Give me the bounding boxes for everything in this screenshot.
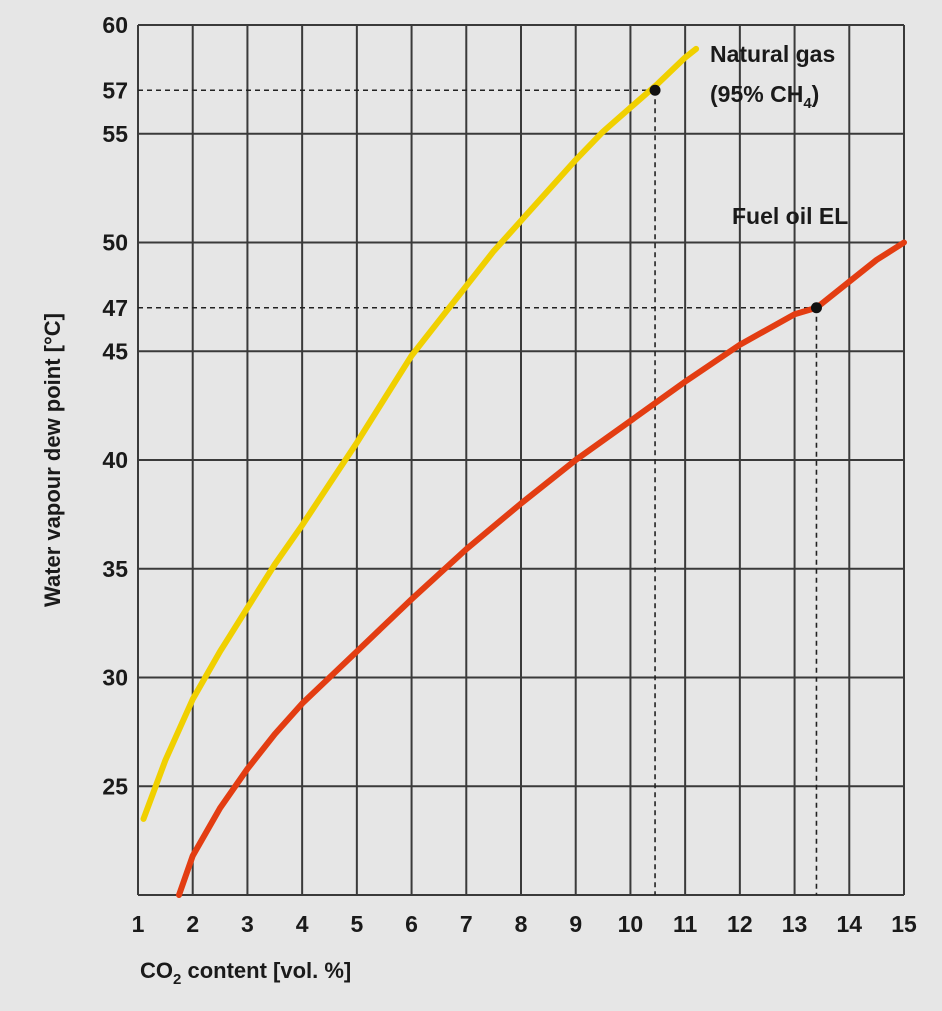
y-tick-label: 25	[102, 773, 128, 799]
x-tick-labels: 1 2 3 4 5 6 7 8 9 10 11 12 13 14 15	[132, 911, 917, 937]
data-point-marker	[649, 84, 661, 96]
x-tick-label: 6	[405, 911, 418, 937]
x-tick-label: 8	[515, 911, 528, 937]
x-tick-label: 2	[186, 911, 199, 937]
x-tick-label: 14	[836, 911, 862, 937]
x-tick-label: 4	[296, 911, 309, 937]
x-tick-label: 12	[727, 911, 753, 937]
guide-lines	[138, 89, 818, 895]
y-tick-label: 40	[102, 447, 128, 473]
y-tick-label: 57	[102, 77, 128, 103]
x-axis-label: CO2 content [vol. %]	[140, 958, 351, 988]
markers	[649, 84, 822, 314]
y-tick-label: 35	[102, 556, 128, 582]
y-tick-label: 30	[102, 665, 128, 691]
series-line	[140, 45, 700, 822]
labels: CO2 content [vol. %] Water vapour dew poi…	[40, 41, 848, 988]
x-tick-label: 9	[569, 911, 582, 937]
x-tick-label: 13	[782, 911, 808, 937]
x-tick-label: 3	[241, 911, 254, 937]
y-tick-label: 50	[102, 230, 128, 256]
series-label-fuel-oil: Fuel oil EL	[732, 203, 848, 229]
y-tick-label: 60	[102, 12, 128, 38]
grid	[137, 24, 905, 896]
y-tick-labels: 60 57 55 50 47 45 40 35 30 25	[102, 12, 128, 799]
data-point-marker	[810, 302, 822, 314]
y-axis-label: Water vapour dew point [°C]	[40, 313, 65, 607]
series-label-natural-gas-composition: (95% CH4)	[710, 81, 819, 112]
y-tick-label: 55	[102, 121, 128, 147]
x-tick-label: 5	[350, 911, 363, 937]
y-tick-label: 47	[102, 295, 128, 321]
series-label-natural-gas: Natural gas	[710, 41, 835, 67]
x-tick-label: 10	[618, 911, 644, 937]
x-tick-label: 7	[460, 911, 473, 937]
y-tick-label: 45	[102, 338, 128, 364]
x-tick-label: 1	[132, 911, 145, 937]
x-tick-label: 11	[673, 911, 698, 937]
x-tick-label: 15	[891, 911, 917, 937]
